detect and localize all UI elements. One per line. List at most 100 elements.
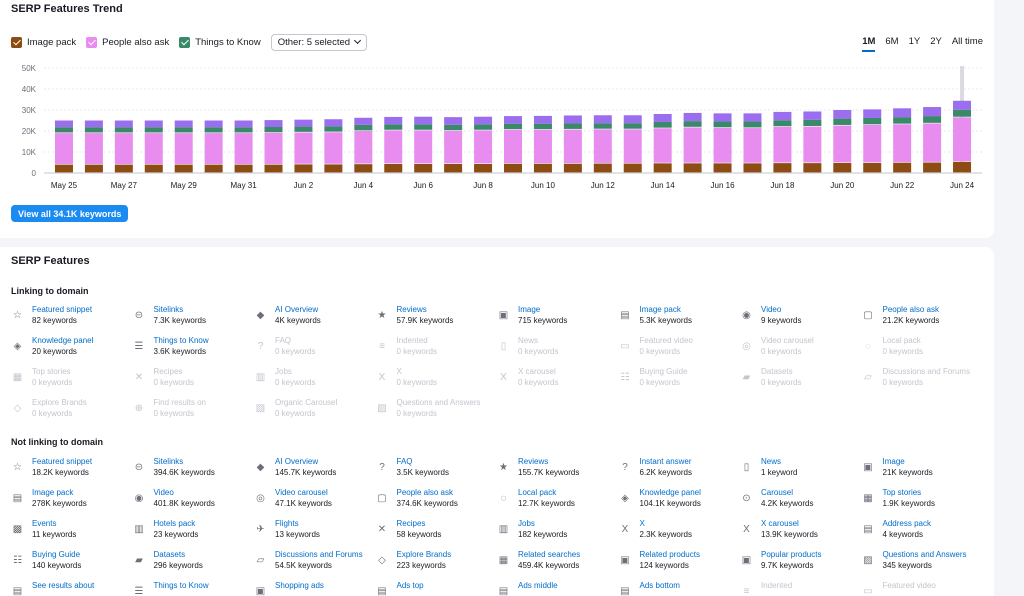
feature-name[interactable]: AI Overview	[275, 457, 319, 466]
bar-other[interactable]	[354, 117, 373, 125]
bar-things-to-know[interactable]	[683, 121, 702, 127]
bar-other[interactable]	[84, 120, 103, 128]
bar-things-to-know[interactable]	[833, 118, 852, 125]
feature-name[interactable]: Sitelinks	[153, 305, 184, 314]
legend-people-also-ask[interactable]: People also ask	[86, 36, 169, 48]
bar-image-pack[interactable]	[563, 163, 582, 173]
range-2y[interactable]: 2Y	[930, 36, 942, 47]
feature-ai-overview[interactable]: ◆ AI Overview 4K keywords	[254, 305, 375, 331]
feature-faq[interactable]: ? FAQ 3.5K keywords	[376, 457, 497, 483]
feature-name[interactable]: People also ask	[396, 488, 453, 497]
feature-featured-snippet[interactable]: ☆ Featured snippet 82 keywords	[11, 305, 132, 331]
bar-things-to-know[interactable]	[863, 117, 882, 125]
feature-name[interactable]: Popular products	[761, 550, 822, 559]
bar-image-pack[interactable]	[444, 163, 463, 173]
bar-other[interactable]	[504, 116, 522, 124]
bar-image-pack[interactable]	[863, 162, 882, 173]
bar-people-also-ask[interactable]	[204, 133, 223, 164]
bar-people-also-ask[interactable]	[893, 124, 912, 163]
feature-name[interactable]: Related searches	[518, 550, 581, 559]
feature-name[interactable]: People also ask	[882, 305, 939, 314]
feature-name[interactable]: Questions and Answers	[882, 550, 967, 559]
bar-things-to-know[interactable]	[953, 109, 972, 117]
bar-things-to-know[interactable]	[893, 117, 912, 124]
feature-name[interactable]: Address pack	[882, 519, 931, 528]
feature-name[interactable]: News	[761, 457, 782, 466]
bar-things-to-know[interactable]	[593, 123, 612, 129]
feature-ai-overview[interactable]: ◆ AI Overview 145.7K keywords	[254, 457, 375, 483]
bar-people-also-ask[interactable]	[683, 127, 702, 163]
feature-name[interactable]: Ads middle	[518, 581, 558, 590]
bar-image-pack[interactable]	[354, 164, 373, 173]
bar-people-also-ask[interactable]	[653, 128, 672, 163]
bar-image-pack[interactable]	[623, 163, 642, 173]
feature-sitelinks[interactable]: ⊝ Sitelinks 394.6K keywords	[133, 457, 254, 483]
feature-things-to-know[interactable]: ☰ Things to Know 3.6K keywords	[133, 336, 254, 362]
view-all-keywords-button[interactable]: View all 34.1K keywords	[11, 205, 129, 222]
feature-things-to-know[interactable]: ☰ Things to Know	[133, 581, 254, 596]
bar-things-to-know[interactable]	[743, 121, 762, 128]
bar-things-to-know[interactable]	[803, 119, 822, 126]
feature-name[interactable]: Top stories	[882, 488, 922, 497]
feature-name[interactable]: Knowledge panel	[639, 488, 701, 497]
feature-related-products[interactable]: ▣ Related products 124 keywords	[619, 550, 740, 576]
bar-things-to-know[interactable]	[444, 124, 463, 131]
feature-reviews[interactable]: ★ Reviews 57.9K keywords	[376, 305, 497, 331]
range-all-time[interactable]: All time	[951, 36, 983, 47]
bar-other[interactable]	[713, 113, 732, 122]
feature-ads-top[interactable]: ▤ Ads top	[376, 581, 497, 596]
feature-jobs[interactable]: ▥ Jobs 182 keywords	[497, 519, 618, 545]
feature-image[interactable]: ▣ Image 715 keywords	[497, 305, 618, 331]
feature-people-also-ask[interactable]: ▢ People also ask 374.6K keywords	[376, 488, 497, 514]
bar-other[interactable]	[204, 120, 223, 128]
feature-name[interactable]: Video	[153, 488, 174, 497]
feature-see-results-about[interactable]: ▤ See results about	[11, 581, 132, 596]
bar-people-also-ask[interactable]	[174, 133, 193, 164]
bar-things-to-know[interactable]	[533, 123, 552, 130]
bar-people-also-ask[interactable]	[474, 130, 493, 164]
feature-name[interactable]: Recipes	[396, 519, 426, 528]
bar-people-also-ask[interactable]	[414, 130, 433, 164]
bar-things-to-know[interactable]	[114, 127, 133, 133]
feature-name[interactable]: Sitelinks	[153, 457, 184, 466]
bar-things-to-know[interactable]	[414, 124, 433, 130]
feature-name[interactable]: Image pack	[639, 305, 681, 314]
bar-image-pack[interactable]	[743, 163, 762, 173]
bar-image-pack[interactable]	[893, 162, 912, 173]
feature-reviews[interactable]: ★ Reviews 155.7K keywords	[497, 457, 618, 483]
bar-other[interactable]	[294, 119, 313, 127]
legend-things-to-know[interactable]: Things to Know	[179, 36, 261, 48]
feature-name[interactable]: Explore Brands	[396, 550, 452, 559]
bar-image-pack[interactable]	[234, 164, 253, 173]
bar-other[interactable]	[623, 115, 642, 124]
legend-image-pack[interactable]: Image pack	[11, 36, 76, 48]
feature-shopping-ads[interactable]: ▣ Shopping ads	[254, 581, 375, 596]
feature-video[interactable]: ◉ Video 9 keywords	[740, 305, 861, 331]
bar-image-pack[interactable]	[144, 164, 163, 173]
feature-name[interactable]: Video carousel	[275, 488, 328, 497]
feature-name[interactable]: Buying Guide	[32, 550, 81, 559]
bar-people-also-ask[interactable]	[743, 128, 762, 163]
bar-image-pack[interactable]	[114, 164, 133, 173]
bar-image-pack[interactable]	[923, 162, 942, 173]
checkbox-icon[interactable]	[11, 36, 22, 48]
bar-people-also-ask[interactable]	[713, 127, 732, 163]
bar-people-also-ask[interactable]	[863, 124, 882, 163]
range-1m[interactable]: 1M	[862, 36, 876, 52]
bar-other[interactable]	[893, 108, 912, 118]
bar-image-pack[interactable]	[264, 164, 283, 173]
bar-things-to-know[interactable]	[174, 127, 193, 133]
bar-image-pack[interactable]	[653, 163, 672, 173]
feature-name[interactable]: Image	[882, 457, 905, 466]
feature-recipes[interactable]: ✕ Recipes 58 keywords	[376, 519, 497, 545]
bar-things-to-know[interactable]	[713, 121, 732, 128]
bar-other[interactable]	[114, 120, 133, 128]
bar-things-to-know[interactable]	[504, 123, 522, 130]
bar-things-to-know[interactable]	[384, 124, 403, 130]
feature-name[interactable]: Flights	[275, 519, 299, 528]
feature-name[interactable]: Carousel	[761, 488, 794, 497]
bar-image-pack[interactable]	[84, 164, 103, 173]
bar-people-also-ask[interactable]	[84, 133, 103, 164]
bar-things-to-know[interactable]	[923, 116, 942, 123]
bar-other[interactable]	[953, 100, 972, 110]
